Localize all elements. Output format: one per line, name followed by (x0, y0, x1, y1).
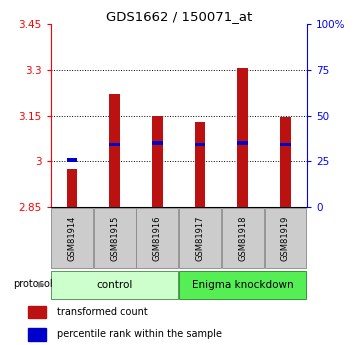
Text: Enigma knockdown: Enigma knockdown (192, 280, 293, 289)
Bar (94, 208, 135, 268)
Bar (51, 270, 178, 298)
Bar (28, 328, 45, 341)
Bar (179, 270, 306, 298)
Bar (280, 143, 291, 146)
Bar (280, 117, 291, 207)
Bar (66, 158, 77, 161)
Text: GSM81916: GSM81916 (153, 215, 162, 261)
Bar (152, 116, 163, 207)
Bar (28, 306, 45, 318)
Text: protocol: protocol (13, 279, 52, 289)
Bar (109, 94, 120, 207)
Text: GSM81918: GSM81918 (238, 215, 247, 261)
Text: transformed count: transformed count (57, 307, 148, 317)
Text: GSM81915: GSM81915 (110, 215, 119, 261)
Bar (238, 68, 248, 207)
Bar (179, 208, 221, 268)
Bar (109, 143, 120, 146)
Bar (66, 169, 77, 207)
Bar (238, 141, 248, 145)
Bar (195, 143, 205, 146)
Bar (222, 208, 264, 268)
Bar (136, 208, 178, 268)
Bar (265, 208, 306, 268)
Text: percentile rank within the sample: percentile rank within the sample (57, 329, 222, 339)
Bar (152, 141, 163, 145)
Text: control: control (96, 280, 133, 289)
Text: GSM81914: GSM81914 (68, 215, 77, 261)
Text: GSM81917: GSM81917 (196, 215, 205, 261)
Title: GDS1662 / 150071_at: GDS1662 / 150071_at (105, 10, 252, 23)
Text: GSM81919: GSM81919 (281, 215, 290, 261)
Bar (195, 122, 205, 207)
Bar (51, 208, 93, 268)
